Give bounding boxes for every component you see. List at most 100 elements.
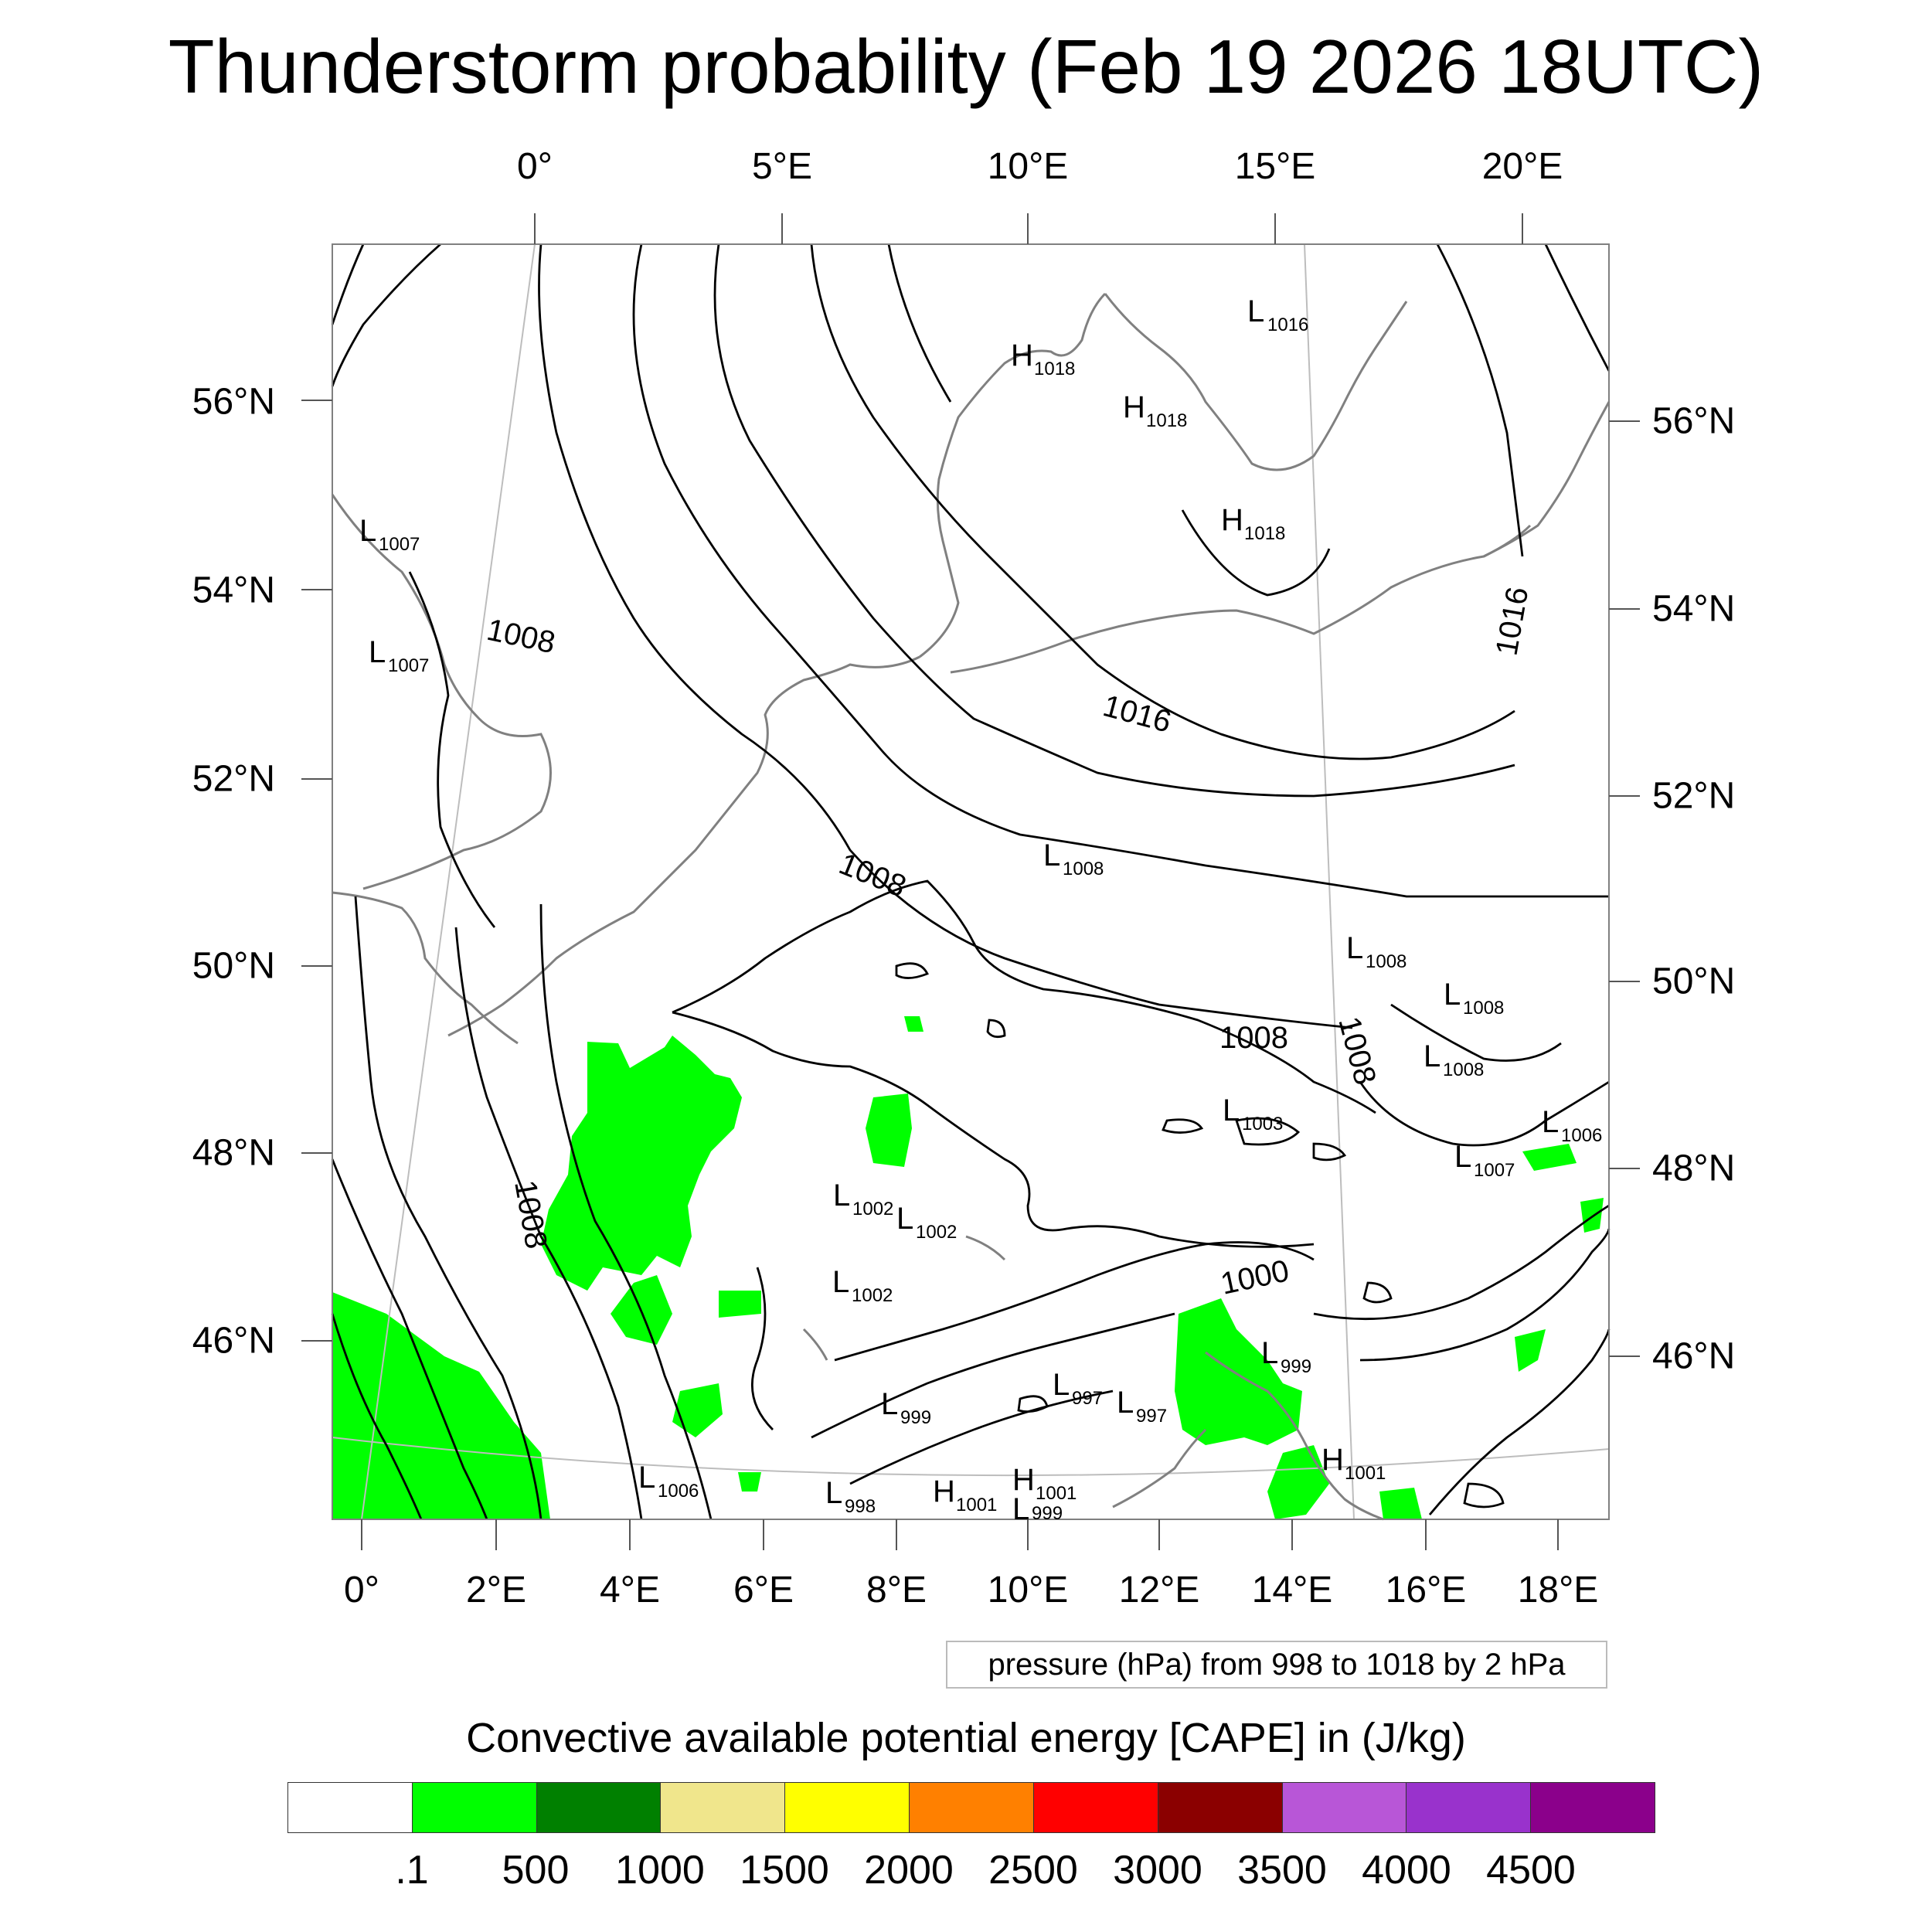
colorbar-swatch [412,1783,537,1832]
isobar-7 [887,243,952,403]
right-lat-label: 48°N [1652,1148,1736,1189]
svg-text:L: L [1261,1336,1278,1370]
cape-area-france-north [541,1036,742,1291]
bottom-lon-label: 2°E [466,1570,526,1611]
right-lat-label: 54°N [1652,588,1736,630]
svg-text:L: L [1053,1368,1070,1402]
pressure-center: H 1001 [1012,1463,1077,1504]
colorbar-swatch [1033,1783,1158,1832]
pressure-center: H 1018 [1221,503,1285,544]
isobar-alps-2 [811,1312,1175,1439]
left-lat-label: 50°N [192,945,275,987]
cape-area-speck-1 [738,1472,761,1492]
pressure-note: pressure (hPa) from 998 to 1018 by 2 hPa [946,1641,1607,1689]
svg-text:L: L [1223,1094,1240,1128]
cape-area-adriatic [1267,1445,1329,1519]
cape-area-southwest [332,1292,550,1519]
cape-area-southeast [1379,1488,1422,1519]
top-lon-label: 0° [517,146,553,187]
isobar-closed-5 [1463,1482,1505,1509]
colorbar-tick-label: 2500 [988,1848,1078,1893]
svg-text:1001: 1001 [956,1495,997,1515]
isobar-9 [1544,243,1611,372]
coast-sweden [1104,293,1408,471]
svg-text:L: L [832,1265,849,1299]
isobar-4 [632,243,1609,898]
isobar-closed-7 [895,962,929,979]
coast-baltic-south [950,524,1532,674]
cape-area-germany-patch [866,1094,912,1167]
bottom-lon-label: 12°E [1118,1570,1200,1611]
pressure-center: L 1002 [833,1179,893,1219]
bottom-lon-label: 10°E [987,1570,1069,1611]
isobar-east-2 [1359,1228,1611,1362]
bottom-lon-label: 8°E [866,1570,927,1611]
svg-text:H: H [1221,503,1243,537]
cape-area-east-1 [1522,1144,1577,1171]
coastlines [331,292,1611,1521]
svg-text:L: L [1423,1039,1440,1073]
left-lat-label: 56°N [192,381,275,423]
svg-text:H: H [1123,390,1145,424]
coast-france-north [447,655,920,1037]
svg-text:1008: 1008 [1463,998,1504,1019]
left-lat-label: 48°N [192,1132,275,1174]
colorbar-tick-label: 1000 [615,1848,705,1893]
pressure-center: L 1008 [1346,931,1406,972]
pressure-center: H 1001 [933,1475,997,1515]
svg-text:1006: 1006 [1561,1125,1602,1146]
bottom-lon-label: 18°E [1517,1570,1599,1611]
isobar-east-3 [1428,1328,1611,1515]
svg-text:H: H [1012,1463,1035,1497]
colorbar-tick-label: 3500 [1237,1848,1327,1893]
colorbar-swatch [1531,1783,1655,1832]
svg-text:L: L [369,635,386,669]
coast-baltic-east [1483,401,1611,558]
svg-text:L: L [1012,1492,1029,1526]
svg-text:998: 998 [845,1496,876,1517]
isobar-central-2 [672,879,1376,1114]
left-lat-label: 52°N [192,758,275,800]
svg-text:L: L [881,1387,898,1421]
svg-text:1018: 1018 [1034,359,1075,379]
colorbar-tick-label: 3000 [1113,1848,1202,1893]
svg-text:1003: 1003 [1242,1114,1283,1134]
colorbar [287,1782,1655,1833]
pressure-center: L 1002 [832,1265,893,1306]
isobar-central-3 [750,1267,774,1430]
coast-north-sea [919,292,1107,658]
pressure-center: L 1016 [1247,294,1308,335]
svg-text:999: 999 [1032,1503,1063,1524]
isobar-east-5 [1390,1003,1562,1062]
pressure-center: H 1018 [1123,390,1187,431]
top-lon-label: 20°E [1481,146,1563,187]
left-lat-label: 46°N [192,1320,275,1362]
colorbar-title: Convective available potential energy [C… [466,1715,1466,1761]
bottom-lon-label: 16°E [1385,1570,1467,1611]
cape-area-south-center [672,1383,723,1437]
isobars [331,243,1611,1520]
isobar-alps-1 [834,1241,1315,1362]
svg-text:1002: 1002 [916,1222,957,1243]
svg-text:L: L [1117,1386,1134,1420]
svg-text:1018: 1018 [1244,523,1285,544]
colorbar-swatch [1158,1783,1283,1832]
isobar-5 [713,243,1515,798]
pressure-center: L 1007 [369,635,429,676]
pressure-center: L 998 [825,1476,876,1517]
colorbar-swatch [1282,1783,1407,1832]
svg-text:1016: 1016 [1267,315,1308,335]
svg-text:1002: 1002 [852,1199,893,1219]
svg-text:H: H [1321,1443,1344,1477]
colorbar-swatch [1406,1783,1532,1832]
isobar-west-6 [331,1313,423,1520]
cape-area-speck-2 [904,1016,923,1032]
isobar-closed-6 [1017,1395,1049,1413]
svg-text:L: L [1444,978,1461,1012]
right-lat-label: 46°N [1652,1335,1736,1377]
map-frame [332,243,1610,1520]
svg-text:L: L [1346,931,1363,965]
svg-text:1006: 1006 [658,1481,699,1502]
pressure-center: L 997 [1117,1386,1167,1427]
